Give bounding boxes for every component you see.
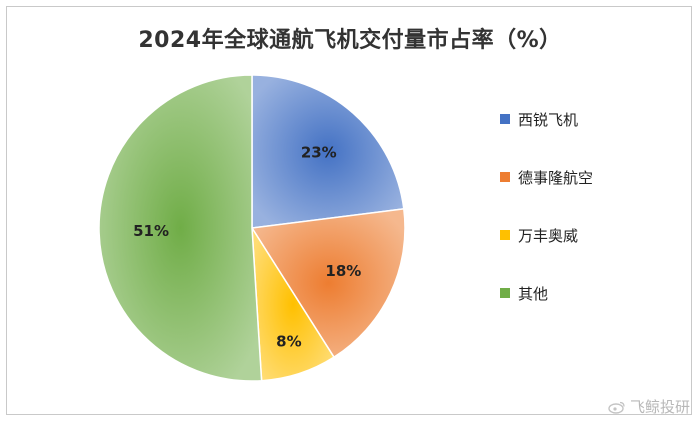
legend-item-other: 其他 (500, 284, 650, 303)
pie-slice-3 (98, 74, 263, 382)
slice-label-1: 18% (325, 262, 361, 280)
legend-swatch (500, 288, 510, 298)
legend-label: 西锐飞机 (518, 110, 579, 129)
watermark-text: 飞鲸投研 (629, 398, 690, 416)
pie-slices (98, 74, 406, 382)
legend-item-textron: 德事隆航空 (500, 168, 650, 187)
slice-label-2: 8% (276, 332, 301, 350)
weibo-icon (608, 401, 625, 414)
slice-label-0: 23% (301, 143, 337, 161)
pie-slice-1 (250, 207, 406, 359)
legend: 西锐飞机 德事隆航空 万丰奥威 其他 (500, 110, 650, 342)
legend-swatch (500, 114, 510, 124)
legend-label: 其他 (518, 284, 549, 303)
watermark: 飞鲸投研 (608, 396, 690, 417)
legend-swatch (500, 230, 510, 240)
slice-labels: 23% 18% 8% 51% (133, 143, 361, 350)
legend-item-xirui: 西锐飞机 (500, 110, 650, 129)
slice-label-3: 51% (133, 222, 169, 240)
legend-label: 万丰奥威 (518, 226, 579, 245)
pie-slice-0 (251, 74, 405, 229)
legend-label: 德事隆航空 (518, 168, 594, 187)
legend-item-wanfeng: 万丰奥威 (500, 226, 650, 245)
legend-swatch (500, 172, 510, 182)
chart-title: 2024年全球通航飞机交付量市占率（%） (138, 28, 562, 53)
